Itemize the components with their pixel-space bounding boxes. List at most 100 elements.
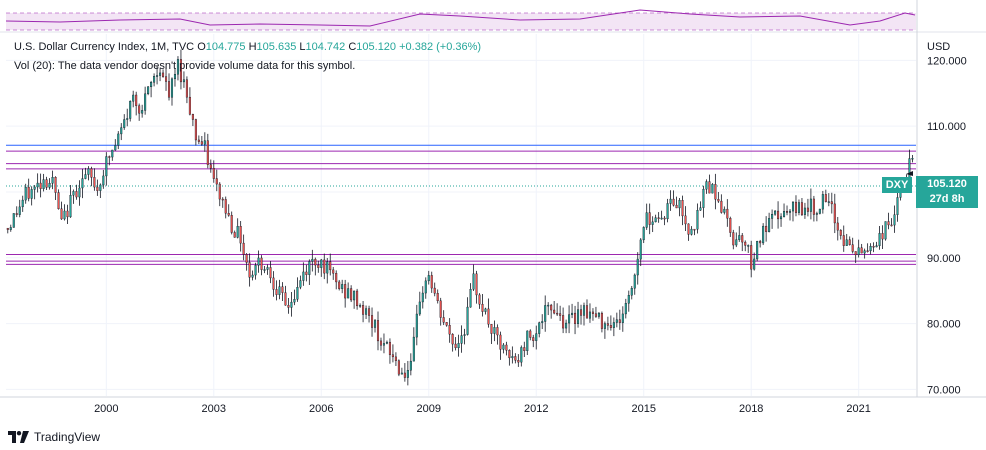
horizontal-lines — [6, 144, 916, 265]
candle-body — [221, 198, 224, 201]
candle-body — [911, 158, 914, 160]
candle-body — [487, 308, 490, 325]
candle-body — [675, 204, 678, 209]
candle-body — [173, 74, 177, 80]
candle-body — [478, 294, 481, 305]
candle-body — [499, 334, 502, 350]
candle-body — [618, 319, 621, 323]
candle-body — [666, 203, 669, 220]
candle-body — [81, 178, 84, 189]
x-tick-label: 2000 — [94, 403, 118, 415]
candle-body — [185, 79, 188, 98]
candle-body — [466, 306, 469, 335]
candle-body — [317, 264, 320, 268]
candle-body — [84, 174, 87, 179]
high-label: H — [248, 41, 257, 53]
candle-body — [421, 292, 424, 303]
candle-body — [272, 277, 275, 290]
symbol-title: U.S. Dollar Currency Index, 1M, TVC — [14, 41, 195, 53]
candle-body — [332, 269, 335, 274]
candle-body — [827, 201, 830, 203]
candle-body — [445, 322, 448, 326]
candle-body — [257, 257, 260, 266]
candle-body — [362, 305, 365, 315]
candle-body — [848, 239, 851, 245]
candle-body — [179, 59, 182, 83]
last-price: 105.120 — [927, 178, 967, 190]
candle-body — [290, 301, 293, 308]
candle-body — [815, 213, 818, 215]
legend-ohlc: U.S. Dollar Currency Index, 1M, TVC O104… — [14, 41, 481, 53]
candle-body — [338, 281, 341, 289]
change-pct: (+0.36%) — [436, 41, 482, 53]
candle-body — [777, 210, 780, 220]
low-label: L — [299, 41, 306, 53]
candle-body — [329, 261, 332, 271]
candle-body — [857, 247, 860, 256]
candle-body — [884, 221, 887, 240]
candle-body — [415, 313, 418, 338]
high-value: 105.635 — [256, 41, 297, 53]
candle-body — [702, 188, 705, 208]
candle-body — [553, 309, 556, 314]
candle-body — [263, 269, 266, 271]
candle-body — [786, 211, 789, 213]
candle-body — [42, 179, 45, 189]
candle-body — [651, 221, 654, 225]
candle-body — [99, 184, 102, 191]
candle-body — [200, 141, 203, 145]
candle-body — [60, 208, 63, 220]
change-value: +0.382 — [399, 41, 434, 53]
candle-body — [218, 183, 221, 200]
candle-body — [188, 96, 191, 115]
y-tick-label: 80.000 — [927, 319, 961, 331]
candle-body — [281, 286, 284, 293]
candle-body — [194, 119, 197, 141]
candle-body — [215, 178, 218, 185]
candle-body — [54, 177, 57, 193]
tradingview-logo[interactable]: TradingView — [8, 430, 100, 444]
candle-body — [591, 311, 594, 314]
candle-body — [788, 210, 792, 213]
candle-body — [305, 271, 308, 275]
candle-body — [636, 258, 639, 276]
candle-body — [753, 258, 756, 270]
candle-body — [287, 304, 290, 308]
candles — [6, 49, 914, 386]
candle-body — [800, 202, 803, 215]
candle-body — [385, 341, 388, 344]
candle-body — [114, 145, 117, 151]
candle-body — [669, 198, 672, 204]
candle-body — [15, 213, 18, 215]
candle-body — [293, 299, 296, 303]
candle-body — [579, 309, 583, 316]
tradingview-icon — [8, 431, 29, 443]
x-tick-label: 2015 — [631, 403, 655, 415]
candle-body — [24, 186, 27, 201]
candle-body — [809, 198, 812, 212]
candle-body — [424, 280, 427, 294]
candle-body — [123, 119, 126, 128]
candle-body — [783, 211, 786, 217]
candle-body — [18, 206, 21, 215]
candle-body — [296, 287, 299, 300]
candle-body — [212, 168, 215, 179]
candle-body — [236, 226, 239, 238]
candle-body — [457, 343, 460, 349]
candle-body — [102, 175, 105, 186]
candle-body — [896, 197, 899, 215]
candle-body — [117, 133, 120, 146]
candle-body — [860, 247, 863, 254]
candle-body — [66, 210, 69, 218]
candle-body — [797, 202, 800, 213]
candle-body — [427, 275, 430, 282]
candle-body — [526, 330, 529, 352]
candle-body — [388, 341, 391, 355]
candle-body — [765, 225, 768, 232]
candle-body — [529, 330, 532, 338]
candle-body — [260, 257, 263, 270]
candle-body — [824, 194, 827, 202]
candle-body — [475, 273, 478, 296]
candle-body — [239, 226, 242, 244]
